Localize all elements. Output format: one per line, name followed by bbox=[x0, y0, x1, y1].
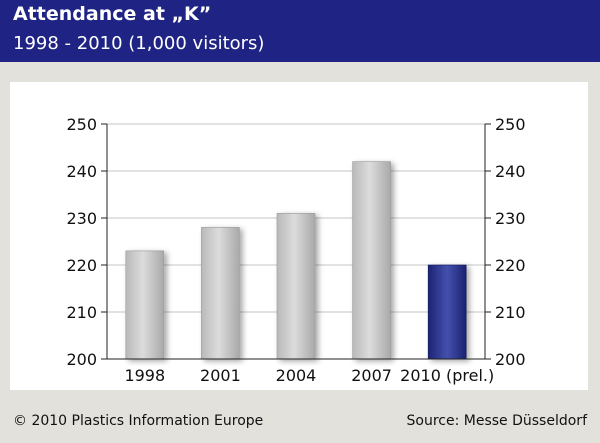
y-tick-label-left: 230 bbox=[66, 209, 97, 228]
y-tick-label-right: 230 bbox=[495, 209, 526, 228]
x-tick-label: 2007 bbox=[351, 366, 392, 385]
chart-header: Attendance at „K” 1998 - 2010 (1,000 vis… bbox=[0, 0, 600, 62]
y-tick-label-left: 200 bbox=[66, 350, 97, 369]
y-tick-label-left: 210 bbox=[66, 303, 97, 322]
axes bbox=[101, 123, 491, 360]
y-tick-label-right: 210 bbox=[495, 303, 526, 322]
bar-1998 bbox=[125, 250, 165, 360]
chart-title: Attendance at „K” bbox=[13, 3, 212, 25]
bar-2004 bbox=[276, 213, 316, 360]
chart-subtitle: 1998 - 2010 (1,000 visitors) bbox=[13, 33, 265, 54]
y-tick-label-right: 240 bbox=[495, 162, 526, 181]
y-tick-label-right: 220 bbox=[495, 256, 526, 275]
x-tick-label: 2001 bbox=[200, 366, 241, 385]
bar-2001 bbox=[201, 227, 240, 360]
y-tick-label-left: 220 bbox=[66, 256, 97, 275]
bar-2007 bbox=[352, 161, 391, 360]
bars bbox=[125, 161, 467, 360]
bar-2010 bbox=[427, 264, 467, 360]
tick-labels: 200 200 210 210 220 220 230 230 240 240 250 250 1998… bbox=[66, 115, 525, 385]
y-tick-label-right: 250 bbox=[495, 115, 526, 134]
chart-panel: 200 200 210 210 220 220 230 230 240 240 250 250 1998… bbox=[10, 82, 588, 390]
x-tick-label: 2004 bbox=[276, 366, 317, 385]
x-tick-label: 1998 bbox=[124, 366, 165, 385]
y-tick-label-left: 240 bbox=[66, 162, 97, 181]
copyright-text: © 2010 Plastics Information Europe bbox=[13, 413, 264, 429]
bar-chart: 200 200 210 210 220 220 230 230 240 240 250 250 1998… bbox=[66, 115, 525, 385]
source-text: Source: Messe Düsseldorf bbox=[406, 413, 587, 429]
y-tick-label-right: 200 bbox=[495, 350, 526, 369]
y-tick-label-left: 250 bbox=[66, 115, 97, 134]
x-tick-label: 2010 (prel.) bbox=[400, 366, 494, 385]
